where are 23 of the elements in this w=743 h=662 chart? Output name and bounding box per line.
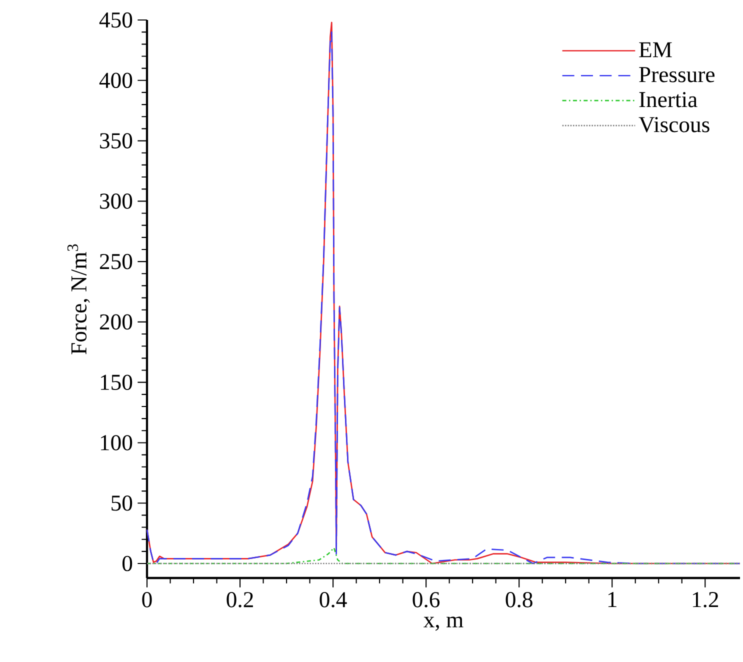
y-axis-title: Force, N/m$^{3}$ bbox=[67, 244, 90, 354]
y-tick-label: 0 bbox=[122, 556, 132, 572]
x-axis-title: x, m bbox=[424, 616, 464, 631]
x-tick-label: 0.4 bbox=[320, 592, 347, 608]
x-tick-label: 0 bbox=[142, 592, 152, 608]
y-tick-label: 100 bbox=[100, 435, 132, 450]
y-tick-label: 200 bbox=[100, 314, 132, 330]
x-tick-label: 0.2 bbox=[226, 592, 253, 608]
y-tick-label: 50 bbox=[112, 495, 132, 511]
y-tick-label: 350 bbox=[100, 133, 132, 148]
legend-label: Inertia bbox=[639, 92, 698, 108]
legend-label: Viscous bbox=[638, 117, 710, 132]
y-tick-label: 250 bbox=[100, 254, 132, 270]
x-tick-label: 1 bbox=[608, 592, 616, 608]
x-tick-label: 1.2 bbox=[692, 592, 718, 608]
legend-label: EM bbox=[639, 42, 672, 58]
y-tick-label: 300 bbox=[100, 194, 132, 209]
y-tick-label: 400 bbox=[99, 72, 132, 88]
y-tick-label: 150 bbox=[100, 374, 132, 390]
y-tick-label: 450 bbox=[99, 12, 132, 28]
x-tick-label: 0.6 bbox=[412, 592, 440, 608]
legend-label: Pressure bbox=[639, 67, 714, 82]
x-tick-label: 0.8 bbox=[506, 592, 532, 608]
